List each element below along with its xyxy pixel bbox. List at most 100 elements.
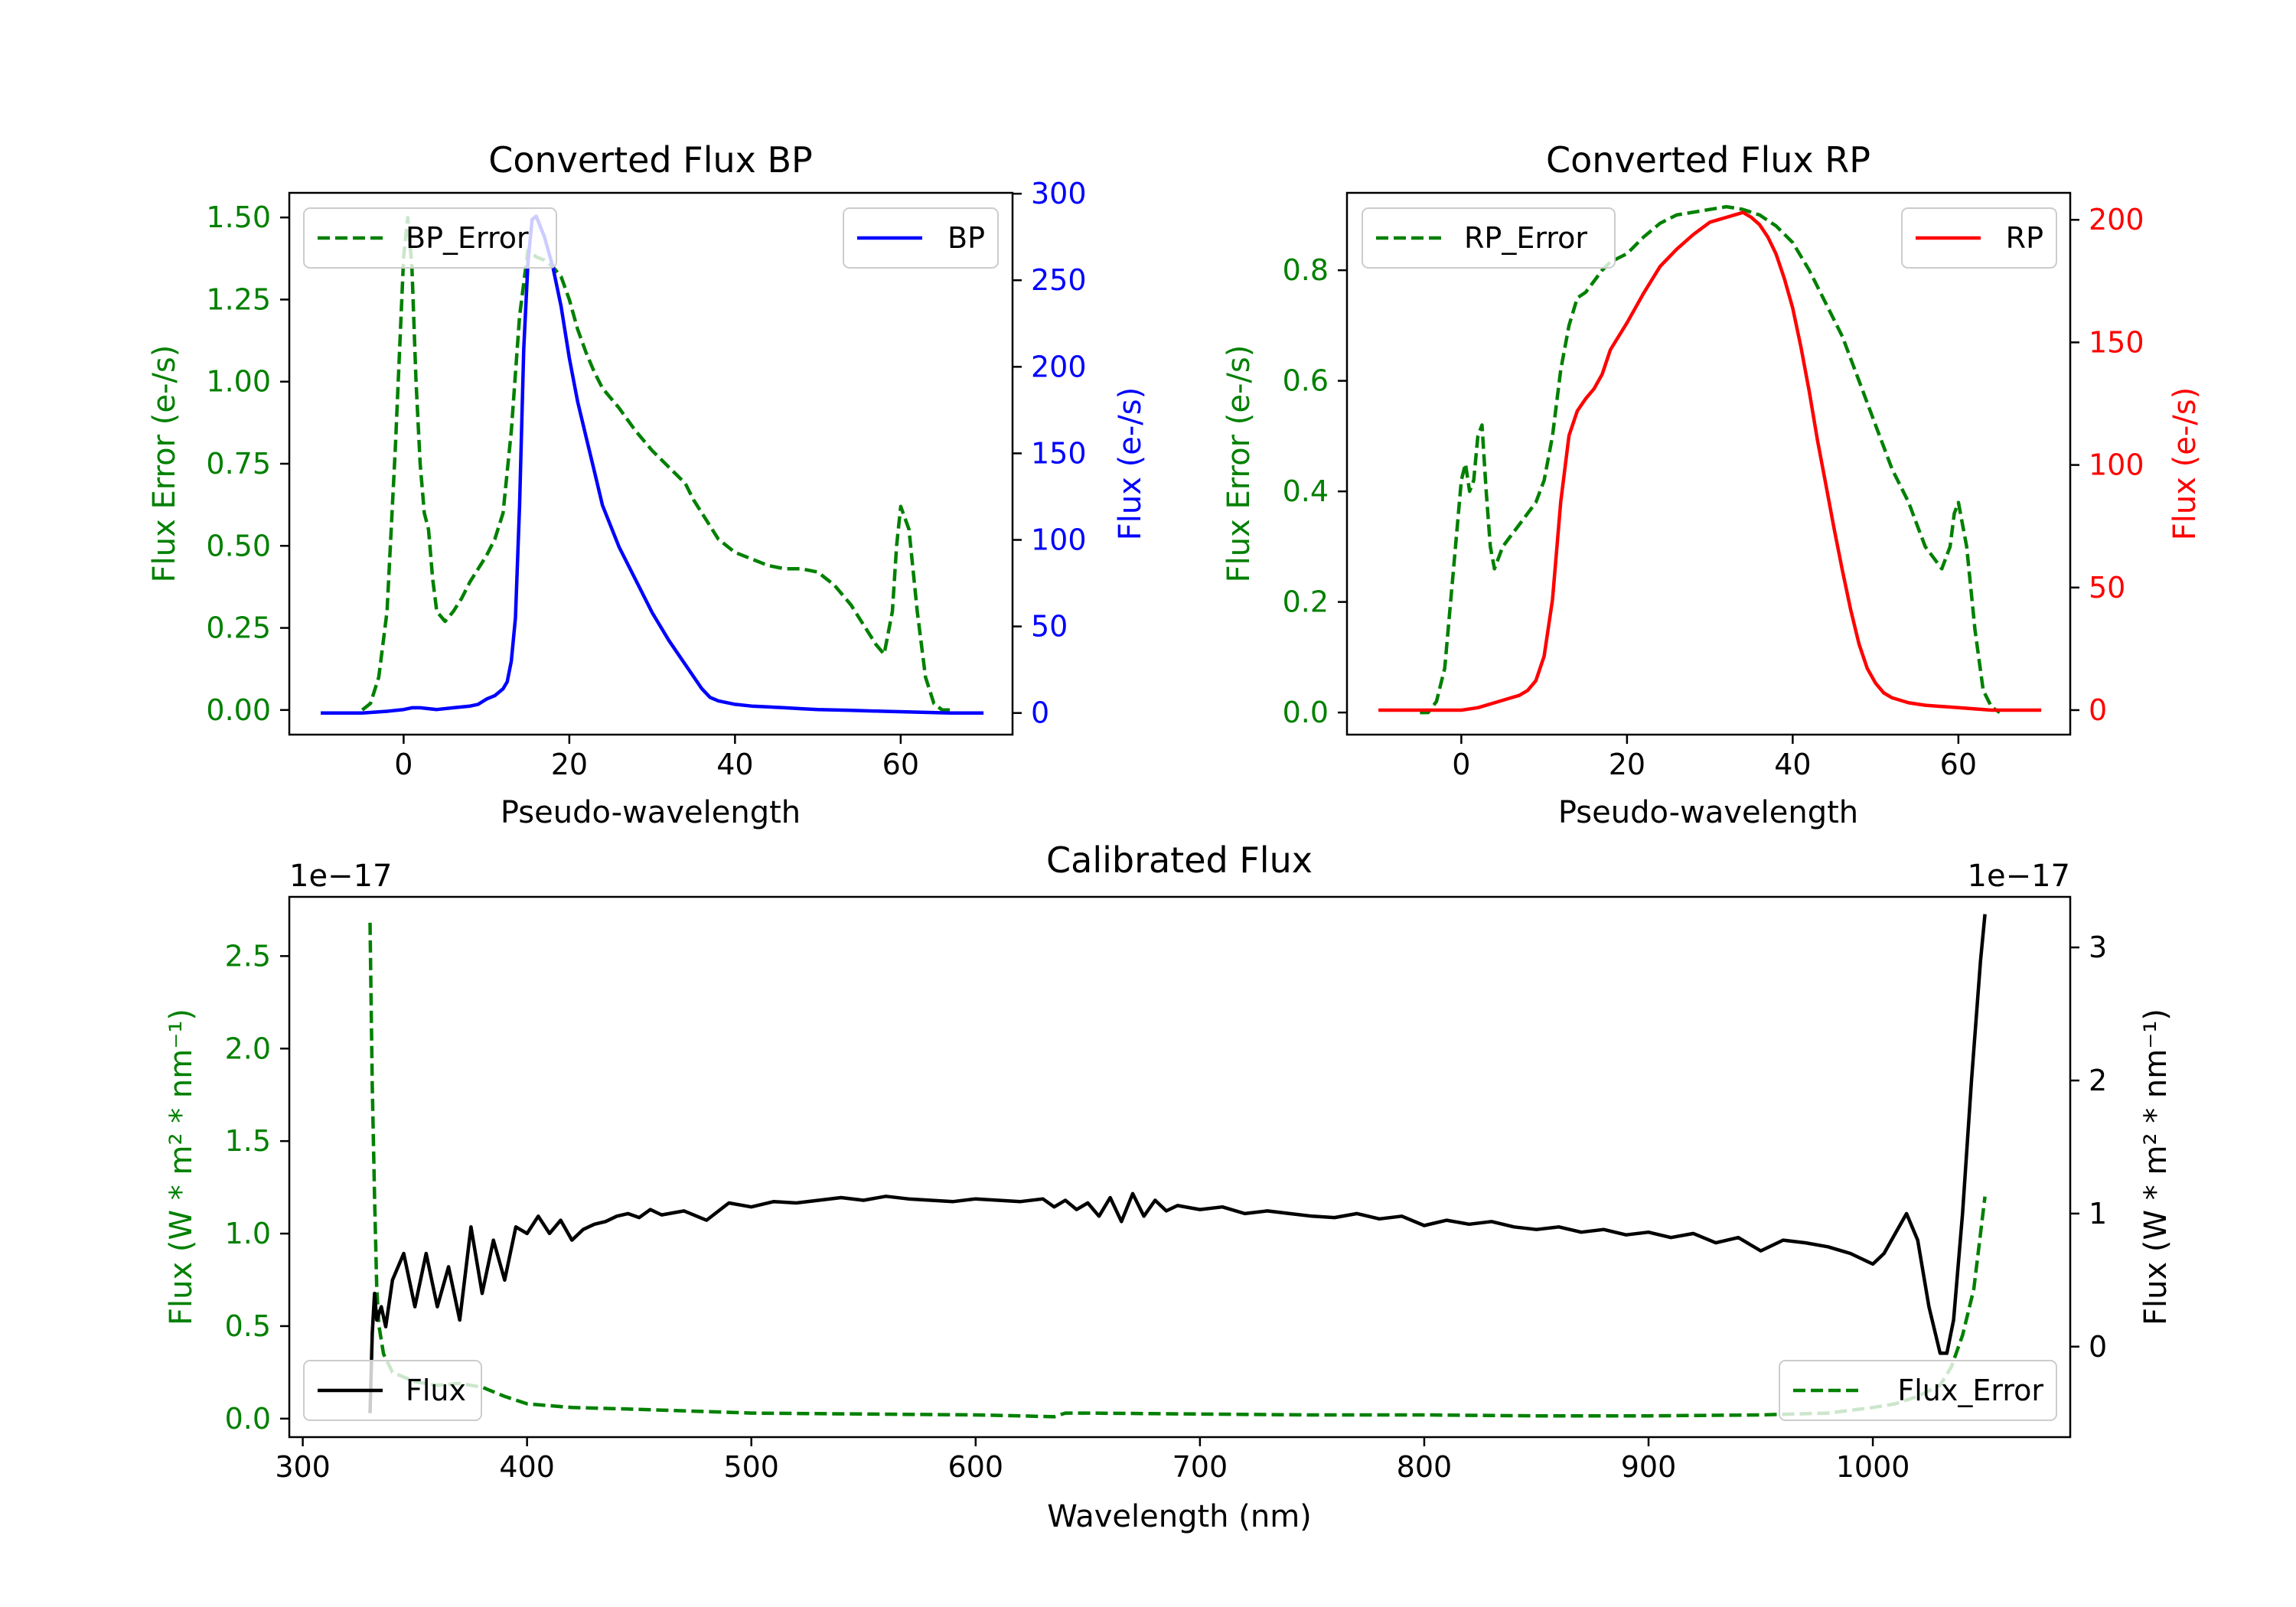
cal-x-tick-label: 300 [275,1450,331,1484]
cal-x-ticks: 300 400 500 600 700 800 900 1000 [275,1437,1910,1484]
bp-x-tick-label: 20 [551,748,588,781]
bp-title: Converted Flux BP [488,139,813,181]
rp-legend-error-box [1362,207,1616,269]
bp-x-label: Pseudo-wavelength [501,795,801,830]
cal-left-y-label: Flux (W * m² * nm⁻¹) [164,1009,199,1325]
bp-legend-flux-label: BP [947,221,985,255]
bp-plot-area [321,214,984,715]
bp-bp-error-line [360,215,951,712]
rp-left-tick-label: 0.6 [1283,364,1329,398]
rp-right-tick-label: 0 [2089,693,2107,727]
bp-left-tick-label: 0.50 [206,529,271,562]
cal-x-tick-label: 700 [1172,1450,1228,1484]
cal-right-offset: 1e−17 [1968,859,2070,894]
cal-left-offset: 1e−17 [289,859,392,894]
rp-left-y-ticks: 0.0 0.2 0.4 0.6 0.8 [1283,253,1347,729]
rp-rp-line [1378,210,2042,712]
bp-left-tick-label: 0.75 [206,447,271,481]
bp-right-tick-label: 150 [1031,436,1087,470]
cal-axes-frame [288,895,2072,1439]
cal-left-tick-label: 0.5 [225,1309,271,1343]
bp-right-tick-label: 100 [1031,523,1087,557]
bp-right-tick-label: 0 [1031,696,1049,730]
cal-right-tick-label: 2 [2089,1064,2107,1097]
rp-right-y-label: Flux (e-/s) [2167,387,2203,540]
bp-right-tick-label: 50 [1031,610,1068,644]
cal-x-label: Wavelength (nm) [1047,1499,1312,1534]
rp-left-tick-label: 0.0 [1283,696,1329,729]
bp-right-tick-label: 250 [1031,263,1087,297]
rp-right-tick-label: 200 [2089,203,2144,236]
bp-right-y-label: Flux (e-/s) [1113,387,1148,540]
bp-legend-error: BP_Error [303,207,557,269]
rp-left-y-label: Flux Error (e-/s) [1221,345,1257,583]
rp-rp-error-line [1420,204,2001,715]
bp-right-y-ticks: 0 50 100 150 200 250 300 [1013,177,1087,730]
rp-axes-frame [1345,191,2072,736]
rp-x-tick-label: 40 [1774,748,1811,781]
bp-error-series-group [360,215,951,712]
cal-legend-flux-label: Flux [406,1374,466,1407]
rp-title: Converted Flux RP [1546,139,1870,181]
cal-flux-series-group [368,914,1987,1413]
cal-x-tick-label: 900 [1621,1450,1677,1484]
cal-right-tick-label: 1 [2089,1197,2107,1231]
bp-x-tick-label: 40 [716,748,753,781]
rp-left-tick-label: 0.4 [1283,474,1329,508]
bp-legend-error-box [303,207,557,269]
bp-x-ticks: 0 20 40 60 [394,735,919,781]
bp-flux-series-group [321,214,984,715]
bp-left-tick-label: 1.00 [206,365,271,399]
cal-legend-error: Flux_Error [1779,1360,2057,1421]
bp-left-tick-label: 0.00 [206,693,271,727]
bp-left-y-label: Flux Error (e-/s) [147,345,182,583]
cal-panel: Calibrated Flux 1e−17 1e−17 Flux Flux_Er… [164,839,2174,1534]
cal-x-tick-label: 600 [948,1450,1004,1484]
cal-left-y-ticks: 0.0 0.5 1.0 1.5 2.0 2.5 [225,939,289,1436]
cal-title: Calibrated Flux [1046,839,1313,881]
cal-left-tick-label: 2.5 [225,939,271,973]
rp-right-tick-label: 50 [2089,571,2125,605]
cal-right-y-label: Flux (W * m² * nm⁻¹) [2138,1009,2174,1325]
cal-legend-error-label: Flux_Error [1897,1374,2043,1407]
bp-bp-line [321,214,984,715]
cal-x-tick-label: 500 [723,1450,779,1484]
cal-flux-line [368,914,1987,1413]
rp-legend-error: RP_Error [1362,207,1616,269]
bp-left-tick-label: 1.25 [206,282,271,316]
rp-flux-series-group [1378,210,2042,712]
bp-left-y-ticks: 0.00 0.25 0.50 0.75 1.00 1.25 1.50 [206,200,289,727]
bp-panel: Converted Flux BP 0 20 40 60 0.000.250.500.… [147,139,1148,830]
bp-left-tick-label: 1.50 [206,200,271,234]
cal-right-y-ticks: 0 1 2 3 [2070,931,2107,1364]
rp-x-ticks: 0 20 40 60 [1452,735,1977,781]
rp-error-series-group [1420,204,2001,715]
rp-x-tick-label: 20 [1609,748,1645,781]
rp-x-tick-label: 60 [1940,748,1977,781]
bp-x-tick-label: 60 [882,748,919,781]
cal-left-tick-label: 0.0 [225,1402,271,1436]
bp-left-tick-label: 0.25 [206,611,271,645]
cal-x-tick-label: 400 [499,1450,555,1484]
bp-right-tick-label: 200 [1031,350,1087,383]
bp-legend-error-label: BP_Error [406,221,529,255]
rp-legend-flux: RP [1901,207,2057,269]
cal-left-tick-label: 1.5 [225,1124,271,1158]
cal-legend-error-box [1779,1360,2057,1421]
bp-x-tick-label: 0 [394,748,413,781]
rp-left-tick-label: 0.8 [1283,253,1329,287]
bp-right-tick-label: 300 [1031,177,1087,210]
rp-x-label: Pseudo-wavelength [1558,795,1858,830]
rp-legend-error-label: RP_Error [1464,221,1587,255]
cal-legend-flux: Flux [303,1360,482,1421]
cal-right-tick-label: 3 [2089,931,2107,964]
rp-plot-area [1378,204,2042,715]
cal-legend-flux-box [303,1360,482,1421]
cal-left-tick-label: 1.0 [225,1217,271,1250]
rp-right-tick-label: 150 [2089,325,2144,359]
rp-left-tick-label: 0.2 [1283,585,1329,619]
cal-x-tick-label: 1000 [1836,1450,1910,1484]
rp-legend-flux-label: RP [2006,221,2043,255]
cal-x-tick-label: 800 [1397,1450,1453,1484]
